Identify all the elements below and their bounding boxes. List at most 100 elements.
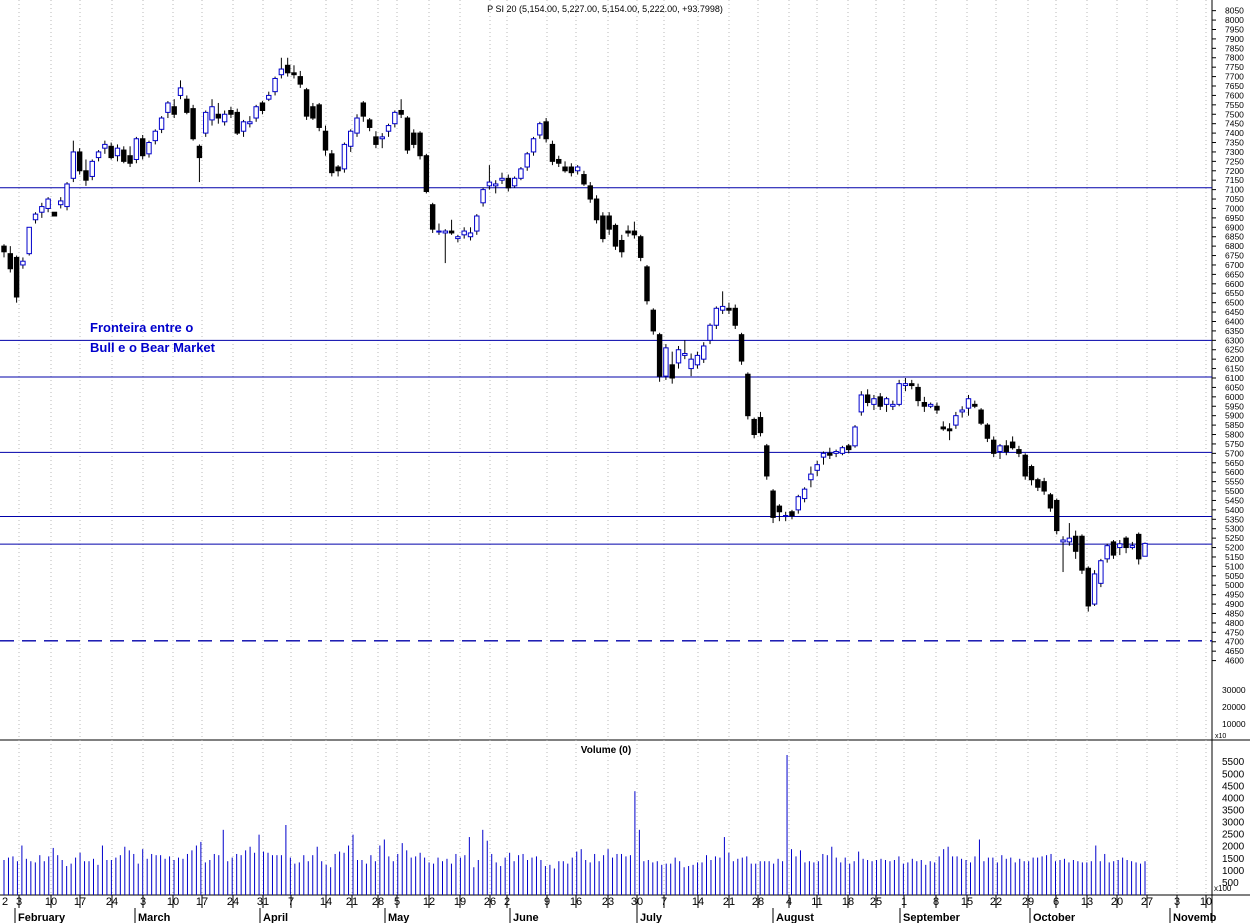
volume-title: Volume (0) — [581, 745, 631, 756]
volume-tick-label: 4000 — [1222, 793, 1245, 804]
volume-tick-label: 4500 — [1222, 781, 1245, 792]
candle-body — [398, 109, 404, 115]
candle-body — [303, 89, 310, 117]
candle-body — [846, 445, 852, 451]
candle-body — [1072, 535, 1079, 552]
candle-body — [102, 143, 108, 149]
candle-body — [972, 403, 978, 407]
price-tick-label: 5700 — [1225, 448, 1244, 458]
candle-body — [751, 418, 757, 436]
upper-volume-tick-label: 20000 — [1222, 702, 1246, 712]
price-tick-label: 8050 — [1225, 6, 1244, 16]
candle-body — [240, 121, 247, 132]
candle-body — [707, 324, 713, 341]
candle-body — [461, 230, 467, 236]
candle-body — [549, 143, 556, 162]
candle-body — [682, 353, 688, 356]
price-tick-label: 7900 — [1225, 34, 1244, 44]
candle-body — [379, 136, 385, 140]
candle-body — [297, 76, 303, 85]
candle-body — [530, 138, 537, 153]
x-day-label: 17 — [74, 896, 86, 908]
candle-body — [839, 447, 846, 454]
candle-body — [991, 439, 997, 454]
price-tick-label: 7750 — [1225, 62, 1244, 72]
candle-body — [890, 403, 896, 407]
candle-body — [965, 398, 972, 409]
x-month-label: May — [388, 912, 410, 923]
candle-body — [259, 102, 266, 111]
price-tick-label: 6550 — [1225, 288, 1244, 298]
candle-body — [927, 403, 934, 407]
candle-body — [997, 445, 1003, 452]
candle-body — [934, 405, 940, 411]
price-tick-label: 4850 — [1225, 608, 1244, 618]
candle-body — [656, 334, 663, 377]
candle-body — [366, 119, 373, 128]
candle-body — [1066, 537, 1073, 543]
x-day-label: 9 — [544, 896, 550, 908]
candle-body — [1047, 494, 1054, 509]
price-tick-label: 5900 — [1225, 411, 1244, 421]
x-month-label: June — [513, 912, 539, 923]
x-day-label: 6 — [1053, 896, 1059, 908]
candle-body — [83, 170, 89, 181]
candle-body — [474, 215, 480, 232]
candle-body — [537, 123, 543, 136]
candle-body — [203, 111, 209, 134]
candle-body — [663, 347, 669, 377]
candle-body — [1085, 567, 1091, 607]
price-tick-label: 6400 — [1225, 316, 1244, 326]
price-tick-label: 5800 — [1225, 430, 1244, 440]
scale-note: x10 — [1215, 733, 1226, 740]
price-tick-label: 7850 — [1225, 43, 1244, 53]
volume-tick-label: 1000 — [1222, 866, 1245, 877]
candle-body — [921, 401, 928, 407]
candle-body — [13, 256, 20, 298]
candle-body — [896, 383, 902, 405]
price-tick-label: 7100 — [1225, 185, 1244, 195]
candle-body — [221, 113, 228, 123]
price-tick-label: 7500 — [1225, 109, 1244, 119]
candle-body — [1091, 573, 1098, 605]
candle-body — [808, 473, 814, 481]
candle-body — [184, 98, 190, 113]
candle-body — [429, 204, 436, 230]
price-tick-label: 6250 — [1225, 345, 1244, 355]
price-tick-label: 6900 — [1225, 222, 1244, 232]
candle-body — [524, 153, 530, 168]
candle-body — [801, 488, 808, 500]
x-day-label: 18 — [842, 896, 854, 908]
candle-body — [360, 102, 367, 117]
x-day-label: 28 — [372, 896, 384, 908]
candle-body — [745, 373, 751, 417]
x-day-label: 3 — [16, 896, 22, 908]
candle-body — [909, 383, 915, 387]
candle-body — [373, 136, 379, 145]
x-day-label: 13 — [1081, 896, 1093, 908]
price-tick-label: 6950 — [1225, 213, 1244, 223]
candle-body — [171, 106, 177, 115]
candle-body — [411, 132, 417, 145]
candle-body — [278, 68, 285, 76]
candle-body — [612, 224, 619, 247]
x-day-label: 16 — [570, 896, 582, 908]
price-tick-label: 5550 — [1225, 477, 1244, 487]
candle-body — [133, 138, 140, 160]
x-day-label: 15 — [961, 896, 973, 908]
volume-tick-label: 2000 — [1222, 842, 1245, 853]
price-tick-label: 6100 — [1225, 373, 1244, 383]
candle-body — [858, 394, 865, 413]
x-day-label: 31 — [257, 896, 269, 908]
candle-body — [782, 515, 789, 518]
candle-body — [574, 166, 581, 172]
candle-body — [492, 183, 499, 187]
candle-body — [1129, 545, 1136, 549]
volume-tick-label: 1500 — [1222, 854, 1245, 865]
candle-body — [108, 145, 114, 159]
candle-body — [152, 130, 158, 142]
candle-body — [600, 215, 606, 240]
candle-body — [625, 230, 631, 234]
candle-body — [593, 198, 600, 221]
